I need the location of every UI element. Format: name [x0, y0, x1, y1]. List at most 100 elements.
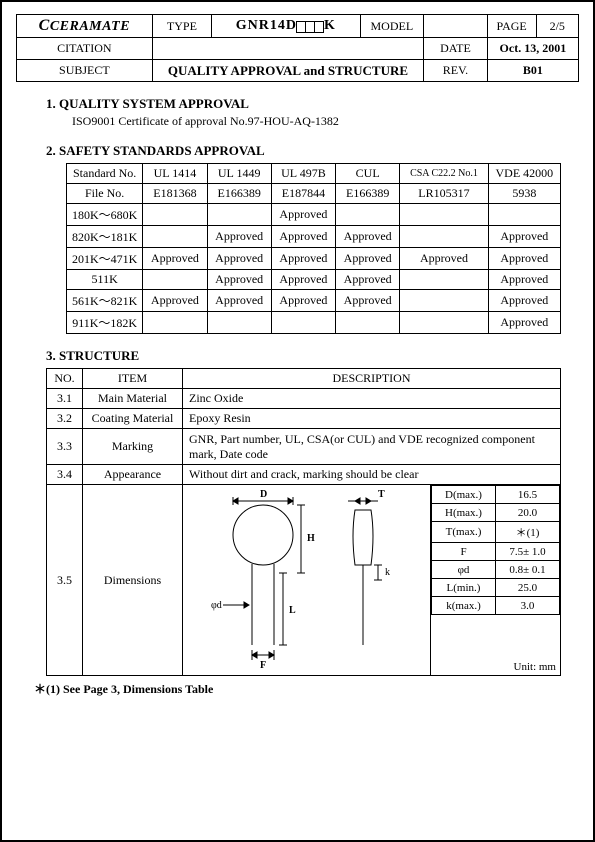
- table-cell: [400, 312, 488, 334]
- company-logo: CCERAMATE: [39, 19, 130, 34]
- table-cell: Approved: [271, 290, 335, 312]
- col-standard: Standard No.: [67, 164, 143, 184]
- page-value: 2/5: [536, 15, 578, 38]
- table-cell: Approved: [488, 290, 560, 312]
- rev-value: B01: [487, 60, 578, 82]
- diag-label-f: F: [260, 660, 266, 671]
- table-cell: 7.5± 1.0: [496, 543, 560, 561]
- table-cell: Approved: [336, 290, 400, 312]
- file-no-label: File No.: [67, 184, 143, 204]
- table-row: 3.4AppearanceWithout dirt and crack, mar…: [47, 465, 561, 485]
- table-cell: [143, 312, 207, 334]
- safety-table: Standard No. UL 1414 UL 1449 UL 497B CUL…: [66, 163, 561, 334]
- s2-title: 2. SAFETY STANDARDS APPROVAL: [46, 143, 579, 159]
- struct-no: 3.1: [47, 389, 83, 409]
- struct-no: 3.3: [47, 429, 83, 465]
- diag-label-k: k: [385, 567, 390, 578]
- model-label: MODEL: [360, 15, 424, 38]
- struct-item: Main Material: [83, 389, 183, 409]
- table-cell: [400, 204, 488, 226]
- diagram-svg: D T H L φd F k: [183, 485, 431, 675]
- table-row: φd0.8± 0.1: [432, 561, 560, 579]
- table-cell: 20.0: [496, 504, 560, 522]
- dim-no: 3.5: [47, 485, 83, 676]
- table-cell: Approved: [207, 226, 271, 248]
- table-cell: 511K: [67, 270, 143, 290]
- table-row: T(max.)＊(1): [432, 522, 560, 543]
- table-cell: [143, 204, 207, 226]
- struct-desc: Zinc Oxide: [183, 389, 561, 409]
- table-cell: Approved: [488, 312, 560, 334]
- table-cell: 25.0: [496, 579, 560, 597]
- table-cell: 201K～471K: [67, 248, 143, 270]
- table-cell: 820K～181K: [67, 226, 143, 248]
- safety-file-row: File No. E181368 E166389 E187844 E166389…: [67, 184, 561, 204]
- date-value: Oct. 13, 2001: [487, 38, 578, 60]
- table-cell: F: [432, 543, 496, 561]
- table-row: 820K～181KApprovedApprovedApprovedApprove…: [67, 226, 561, 248]
- table-row: 561K～821KApprovedApprovedApprovedApprove…: [67, 290, 561, 312]
- s1-title: 1. QUALITY SYSTEM APPROVAL: [46, 96, 579, 112]
- diag-label-phid: φd: [211, 600, 222, 611]
- file-cul: E166389: [336, 184, 400, 204]
- diag-label-t: T: [378, 489, 385, 500]
- table-cell: Approved: [336, 270, 400, 290]
- table-row: 3.2Coating MaterialEpoxy Resin: [47, 409, 561, 429]
- table-cell: [336, 312, 400, 334]
- table-row: 911K～182K Approved: [67, 312, 561, 334]
- table-row: L(min.)25.0: [432, 579, 560, 597]
- table-cell: Approved: [400, 248, 488, 270]
- unit-label: Unit: mm: [514, 661, 556, 673]
- col-ul1449: UL 1449: [207, 164, 271, 184]
- table-cell: H(max.): [432, 504, 496, 522]
- table-cell: [336, 204, 400, 226]
- table-cell: T(max.): [432, 522, 496, 543]
- structure-table: NO. ITEM DESCRIPTION 3.1Main MaterialZin…: [46, 368, 561, 676]
- table-cell: 180K～680K: [67, 204, 143, 226]
- table-cell: φd: [432, 561, 496, 579]
- struct-desc: GNR, Part number, UL, CSA(or CUL) and VD…: [183, 429, 561, 465]
- table-cell: ＊(1): [496, 522, 560, 543]
- citation-label: CITATION: [17, 38, 153, 60]
- table-row: H(max.)20.0: [432, 504, 560, 522]
- table-cell: 561K～821K: [67, 290, 143, 312]
- table-cell: [271, 312, 335, 334]
- component-diagram: D T H L φd F k: [183, 485, 431, 675]
- table-cell: Approved: [271, 270, 335, 290]
- struct-item: Marking: [83, 429, 183, 465]
- type-boxes: [297, 19, 324, 34]
- table-cell: [207, 204, 271, 226]
- page-container: CCERAMATE TYPE GNR14DK MODEL PAGE 2/5 CI…: [0, 0, 595, 842]
- col-item: ITEM: [83, 369, 183, 389]
- footnote: ＊(1) See Page 3, Dimensions Table: [34, 680, 579, 697]
- logo-cell: CCERAMATE: [17, 15, 153, 38]
- table-cell: [143, 226, 207, 248]
- header-table: CCERAMATE TYPE GNR14DK MODEL PAGE 2/5 CI…: [16, 14, 579, 82]
- table-cell: 0.8± 0.1: [496, 561, 560, 579]
- col-cul: CUL: [336, 164, 400, 184]
- table-row: F7.5± 1.0: [432, 543, 560, 561]
- table-cell: 3.0: [496, 597, 560, 615]
- file-csa: LR105317: [400, 184, 488, 204]
- table-cell: [400, 290, 488, 312]
- type-value: GNR14D: [236, 18, 297, 33]
- file-vde: 5938: [488, 184, 560, 204]
- s1-iso-line: ISO9001 Certificate of approval No.97-HO…: [72, 114, 579, 129]
- table-cell: 911K～182K: [67, 312, 143, 334]
- table-row: 511KApprovedApprovedApprovedApproved: [67, 270, 561, 290]
- table-cell: Approved: [336, 226, 400, 248]
- table-cell: Approved: [143, 290, 207, 312]
- type-label: TYPE: [152, 15, 211, 38]
- table-cell: 16.5: [496, 486, 560, 504]
- safety-header-row: Standard No. UL 1414 UL 1449 UL 497B CUL…: [67, 164, 561, 184]
- col-no: NO.: [47, 369, 83, 389]
- col-ul1414: UL 1414: [143, 164, 207, 184]
- table-cell: k(max.): [432, 597, 496, 615]
- table-cell: Approved: [271, 204, 335, 226]
- table-row: 180K～680K Approved: [67, 204, 561, 226]
- table-row: k(max.)3.0: [432, 597, 560, 615]
- table-cell: Approved: [488, 226, 560, 248]
- table-cell: Approved: [271, 248, 335, 270]
- file-ul1449: E166389: [207, 184, 271, 204]
- rev-label: REV.: [424, 60, 488, 82]
